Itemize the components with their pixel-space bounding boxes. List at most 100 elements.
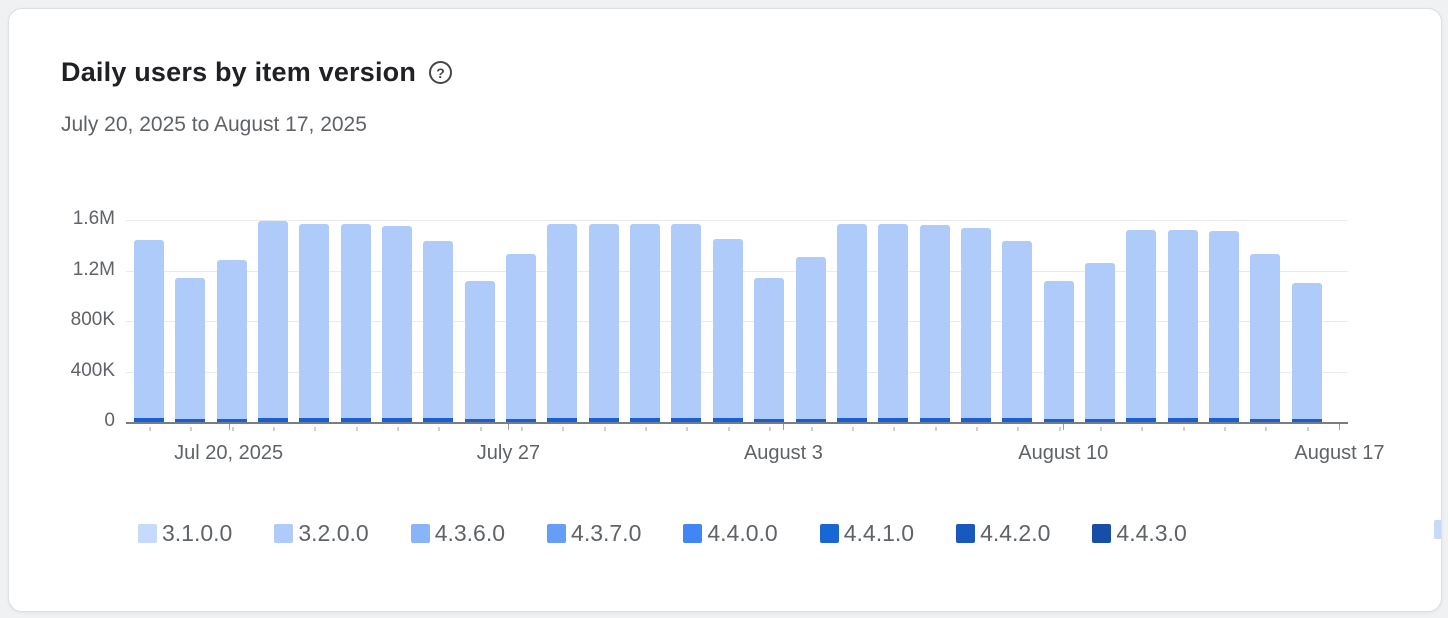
bar-segment-base: [299, 418, 330, 422]
chart-bar[interactable]: [1043, 280, 1074, 432]
chart-bar[interactable]: [506, 254, 537, 431]
y-axis-label: 1.2M: [72, 258, 115, 280]
legend-item: 4.3.6.0: [410, 520, 506, 547]
y-axis-label: 800K: [70, 309, 115, 330]
bar-segment-body: [175, 278, 206, 420]
bar-segment-body: [547, 223, 578, 419]
bar-segment-body: [299, 223, 330, 419]
chart-bar[interactable]: [919, 225, 950, 431]
bar-segment-base: [919, 418, 950, 422]
legend-swatch: [819, 524, 839, 543]
chart-bar[interactable]: [258, 221, 289, 431]
chart-bar[interactable]: [216, 260, 247, 431]
bar-segment-base: [754, 419, 785, 422]
bar-segment-base: [258, 417, 289, 422]
bar-segment-body: [960, 227, 991, 419]
chart-bar[interactable]: [1084, 262, 1115, 432]
bar-segment-base: [1002, 418, 1033, 422]
bar-segment-base: [547, 418, 578, 422]
bar-segment-base: [506, 418, 537, 422]
bar-segment-body: [464, 280, 495, 420]
legend-item: 4.4.1.0: [819, 520, 915, 547]
bar-segment-base: [1084, 418, 1115, 422]
chart-bar[interactable]: [175, 278, 206, 431]
bar-segment-body: [795, 256, 826, 419]
legend-label: 4.3.7.0: [571, 520, 642, 546]
chart-bar[interactable]: [795, 256, 826, 432]
chart-bar[interactable]: [464, 280, 495, 432]
bar-segment-base: [1126, 418, 1157, 422]
chart-bar[interactable]: [1291, 283, 1322, 431]
legend-item: 4.4.2.0: [956, 520, 1050, 547]
legend-label: 3.2.0.0: [298, 520, 369, 546]
chart-bar[interactable]: [1126, 230, 1157, 431]
x-axis-tick: [508, 424, 510, 430]
y-axis-label: 0: [104, 410, 115, 431]
legend-item: 4.4.3.0: [1092, 520, 1187, 547]
chart-bar[interactable]: [630, 223, 661, 432]
bar-segment-body: [588, 223, 619, 419]
chart-bar[interactable]: [547, 223, 578, 432]
bar-segment-base: [340, 418, 371, 422]
bar-segment-body: [754, 278, 785, 420]
legend-swatch: [683, 524, 703, 543]
legend-label: 4.4.2.0: [980, 520, 1051, 546]
bar-segment-body: [836, 223, 867, 419]
bar-segment-base: [671, 418, 702, 422]
date-range: July 20, 2025 to August 17, 2025: [61, 113, 367, 136]
bar-segment-body: [1043, 280, 1074, 420]
chart-bar[interactable]: [382, 226, 413, 431]
chart-bar[interactable]: [340, 223, 371, 432]
bar-segment-base: [588, 418, 619, 422]
legend-swatch: [956, 524, 976, 543]
bar-segment-base: [1208, 418, 1239, 422]
help-icon[interactable]: ?: [429, 61, 453, 84]
bar-segment-base: [134, 418, 164, 422]
chart-bar[interactable]: [588, 223, 619, 432]
chart-bar[interactable]: [878, 223, 909, 432]
bar-segment-body: [1084, 262, 1115, 419]
bar-segment-base: [1291, 419, 1322, 422]
bar-segment-base: [836, 418, 867, 422]
legend-label: 3.1.0.0: [162, 520, 233, 546]
legend-label: 4.3.6.0: [434, 520, 506, 546]
bar-segment-base: [878, 418, 909, 422]
bar-segment-base: [712, 418, 743, 422]
chart-bar[interactable]: [754, 278, 785, 431]
legend-label: 4.4.1.0: [843, 520, 915, 546]
chart-bar[interactable]: [1208, 231, 1239, 431]
bar-segment-body: [506, 254, 537, 419]
chart-bar[interactable]: [299, 223, 330, 432]
x-axis-label: August 17: [1294, 442, 1385, 464]
bar-segment-base: [960, 418, 991, 422]
legend-swatch: [547, 524, 567, 543]
y-axis-label: 400K: [70, 359, 115, 381]
bar-segment-body: [134, 240, 164, 419]
bar-segment-base: [423, 418, 454, 422]
bar-segment-body: [382, 226, 413, 419]
chart-bar[interactable]: [423, 241, 454, 431]
chart-legend: 3.1.0.0 3.2.0.0 4.3.6.0 4.3.7.0 4.4.0.0 4.4.1…: [138, 520, 1187, 547]
x-axis-tick: [1063, 424, 1065, 430]
legend-swatch: [274, 524, 294, 543]
chart-bar[interactable]: [712, 238, 743, 432]
chart-bar[interactable]: [134, 240, 164, 431]
chart-bar[interactable]: [836, 223, 867, 432]
gridline: [126, 220, 1348, 221]
bar-segment-body: [919, 225, 950, 419]
chart-bar[interactable]: [1167, 230, 1198, 431]
bar-segment-base: [175, 419, 206, 422]
x-axis-label: Jul 20, 2025: [174, 442, 284, 464]
chart-plot-area: [126, 220, 1348, 432]
chart-bar[interactable]: [1250, 254, 1281, 431]
chart-header: Daily users by item version ?: [61, 57, 453, 88]
chart-bar[interactable]: [1002, 241, 1033, 431]
chart-bar[interactable]: [671, 223, 702, 432]
legend-item: 4.4.0.0: [683, 520, 778, 547]
legend-swatch-partial: [1434, 520, 1441, 539]
bar-segment-body: [712, 238, 743, 419]
page-title: Daily users by item version: [61, 57, 417, 87]
bar-segment-body: [1208, 231, 1239, 419]
bar-segment-body: [1291, 283, 1322, 420]
chart-bar[interactable]: [960, 227, 991, 432]
